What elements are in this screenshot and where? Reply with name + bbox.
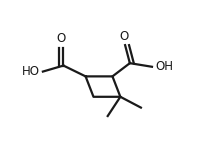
Text: O: O: [119, 30, 128, 43]
Text: O: O: [57, 32, 66, 45]
Text: HO: HO: [22, 65, 40, 78]
Text: OH: OH: [155, 60, 173, 73]
